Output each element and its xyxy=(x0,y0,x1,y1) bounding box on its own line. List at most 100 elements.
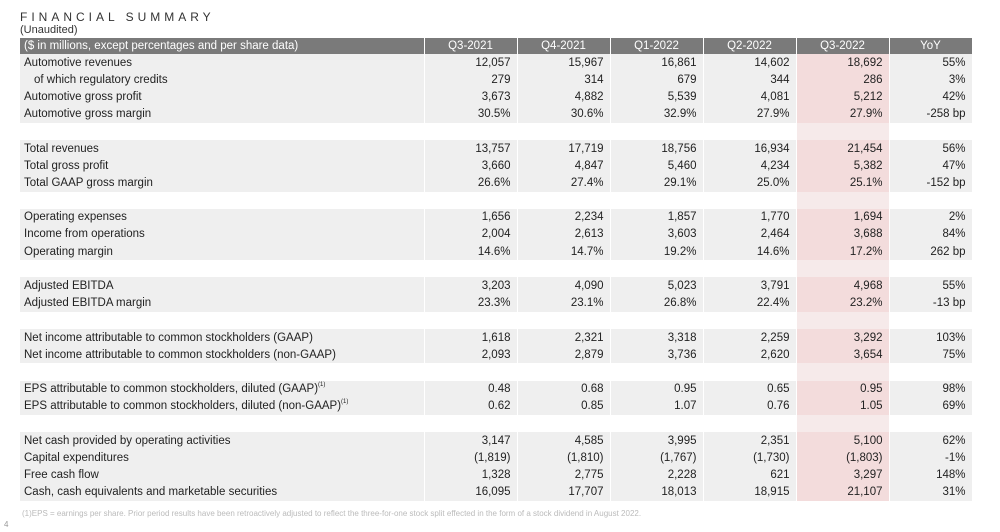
value-cell: 2,321 xyxy=(517,329,611,347)
value-cell: 27.4% xyxy=(517,174,611,192)
value-cell: (1,810) xyxy=(517,449,611,467)
value-cell: 0.95 xyxy=(610,380,704,398)
yoy-cell: 62% xyxy=(889,432,973,450)
table-row: Total GAAP gross margin 26.6% 27.4% 29.1% 25… xyxy=(20,174,973,192)
value-cell: 3,791 xyxy=(703,277,797,295)
value-cell: 0.68 xyxy=(517,380,611,398)
row-label: Adjusted EBITDA margin xyxy=(20,294,425,312)
value-cell: 0.62 xyxy=(424,397,518,415)
row-label: Automotive gross margin xyxy=(20,105,425,123)
value-cell: 1.07 xyxy=(610,397,704,415)
value-cell: 30.5% xyxy=(424,105,518,123)
column-header-period: YoY xyxy=(889,38,973,54)
row-label: Total gross profit xyxy=(20,157,425,175)
value-cell: 25.1% xyxy=(796,174,890,192)
value-cell: 314 xyxy=(517,71,611,89)
table-row: Operating margin 14.6% 14.7% 19.2% 14.6% 17.2… xyxy=(20,243,973,261)
yoy-cell: -152 bp xyxy=(889,174,973,192)
value-cell: 14.7% xyxy=(517,243,611,261)
value-cell: 19.2% xyxy=(610,243,704,261)
value-cell: 0.95 xyxy=(796,380,890,398)
value-cell: 279 xyxy=(424,71,518,89)
spacer-row xyxy=(20,414,973,433)
yoy-cell: 69% xyxy=(889,397,973,415)
value-cell: 5,382 xyxy=(796,157,890,175)
value-cell: 679 xyxy=(610,71,704,89)
table-row: Capital expenditures (1,819) (1,810) (1,767… xyxy=(20,449,973,467)
column-header-period: Q2-2022 xyxy=(703,38,797,54)
value-cell: (1,803) xyxy=(796,449,890,467)
value-cell: 4,847 xyxy=(517,157,611,175)
row-label: Total revenues xyxy=(20,139,425,158)
yoy-cell: 47% xyxy=(889,157,973,175)
value-cell: 0.85 xyxy=(517,397,611,415)
value-cell: 3,318 xyxy=(610,329,704,347)
value-cell: 621 xyxy=(703,466,797,484)
column-header-period: Q3-2021 xyxy=(424,38,518,54)
row-label: Adjusted EBITDA xyxy=(20,277,425,295)
value-cell: 3,660 xyxy=(424,157,518,175)
value-cell: 14.6% xyxy=(703,243,797,261)
value-cell: 22.4% xyxy=(703,294,797,312)
row-label: Net cash provided by operating activitie… xyxy=(20,432,425,450)
table-row: Net income attributable to common stockh… xyxy=(20,346,973,364)
value-cell: 18,692 xyxy=(796,54,890,72)
value-cell: 16,934 xyxy=(703,139,797,158)
table-row: Adjusted EBITDA 3,203 4,090 5,023 3,791 4,968… xyxy=(20,277,973,295)
table-row: EPS attributable to common stockholders,… xyxy=(20,380,973,398)
column-header-period: Q3-2022 xyxy=(796,38,890,54)
yoy-cell: 56% xyxy=(889,139,973,158)
yoy-cell: 55% xyxy=(889,54,973,72)
value-cell: 0.65 xyxy=(703,380,797,398)
value-cell: 17.2% xyxy=(796,243,890,261)
value-cell: 25.0% xyxy=(703,174,797,192)
value-cell: 15,967 xyxy=(517,54,611,72)
spacer-row xyxy=(20,191,973,209)
table-row: Cash, cash equivalents and marketable se… xyxy=(20,483,973,501)
value-cell: 5,023 xyxy=(610,277,704,295)
value-cell: 3,673 xyxy=(424,88,518,106)
table-row: Automotive revenues 12,057 15,967 16,861 14,… xyxy=(20,54,973,72)
table-header-row: ($ in millions, except percentages and p… xyxy=(20,38,973,54)
value-cell: 3,995 xyxy=(610,432,704,450)
row-label: Free cash flow xyxy=(20,466,425,484)
value-cell: 29.1% xyxy=(610,174,704,192)
row-label: Net income attributable to common stockh… xyxy=(20,329,425,347)
yoy-cell: 148% xyxy=(889,466,973,484)
value-cell: 3,297 xyxy=(796,466,890,484)
row-label: Automotive gross profit xyxy=(20,88,425,106)
value-cell: 2,613 xyxy=(517,225,611,244)
value-cell: 4,234 xyxy=(703,157,797,175)
value-cell: 1,770 xyxy=(703,208,797,226)
value-cell: 2,464 xyxy=(703,225,797,244)
yoy-cell: 98% xyxy=(889,380,973,398)
value-cell: 1.05 xyxy=(796,397,890,415)
table-row: Operating expenses 1,656 2,234 1,857 1,770 1,… xyxy=(20,208,973,226)
value-cell: (1,819) xyxy=(424,449,518,467)
value-cell: 1,857 xyxy=(610,208,704,226)
value-cell: 5,212 xyxy=(796,88,890,106)
row-label: Operating expenses xyxy=(20,208,425,226)
table-row: Net income attributable to common stockh… xyxy=(20,329,973,347)
value-cell: 5,539 xyxy=(610,88,704,106)
value-cell: 3,603 xyxy=(610,225,704,244)
value-cell: 16,095 xyxy=(424,483,518,501)
value-cell: 2,228 xyxy=(610,466,704,484)
row-label: Cash, cash equivalents and marketable se… xyxy=(20,483,425,501)
value-cell: 13,757 xyxy=(424,139,518,158)
value-cell: 4,968 xyxy=(796,277,890,295)
value-cell: 12,057 xyxy=(424,54,518,72)
value-cell: 21,107 xyxy=(796,483,890,501)
spacer-row xyxy=(20,260,973,278)
value-cell: 3,203 xyxy=(424,277,518,295)
column-header-period: Q1-2022 xyxy=(610,38,704,54)
value-cell: 21,454 xyxy=(796,139,890,158)
table-row: Total revenues 13,757 17,719 18,756 16,934 21… xyxy=(20,139,973,158)
row-label: Total GAAP gross margin xyxy=(20,174,425,192)
value-cell: 1,694 xyxy=(796,208,890,226)
value-cell: 23.2% xyxy=(796,294,890,312)
value-cell: 5,460 xyxy=(610,157,704,175)
yoy-cell: 31% xyxy=(889,483,973,501)
row-label: Operating margin xyxy=(20,243,425,261)
yoy-cell: -258 bp xyxy=(889,105,973,123)
